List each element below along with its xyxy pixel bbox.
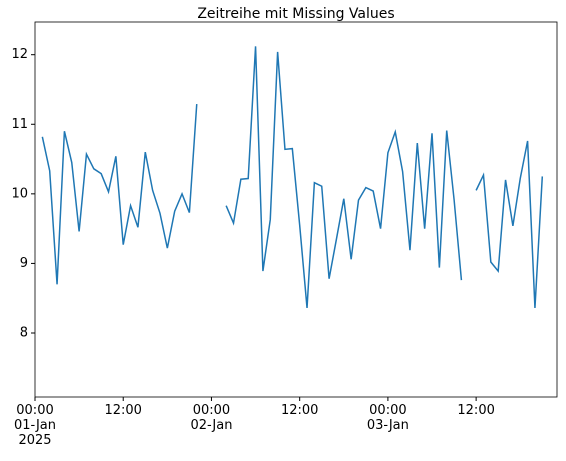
line — [41, 46, 544, 309]
y-tick-label: 8 — [20, 325, 28, 340]
x-tick-label: 12:00 — [104, 403, 142, 418]
x-tick-label: 12:00 — [457, 403, 495, 418]
x-tick-label: 00:00 03-Jan — [366, 403, 409, 433]
y-tick-label: 11 — [11, 117, 28, 132]
plot-frame — [34, 21, 558, 398]
chart-title: Zeitreihe mit Missing Values — [197, 6, 394, 22]
x-tick-label: 00:00 01-Jan 2025 — [14, 403, 56, 448]
x-tick-label: 12:00 — [280, 403, 319, 418]
y-tick-label: 12 — [11, 47, 28, 62]
y-tick-label: 9 — [20, 256, 28, 271]
y-tick-label: 10 — [11, 186, 28, 201]
x-tick-label: 00:00 02-Jan — [190, 403, 233, 433]
